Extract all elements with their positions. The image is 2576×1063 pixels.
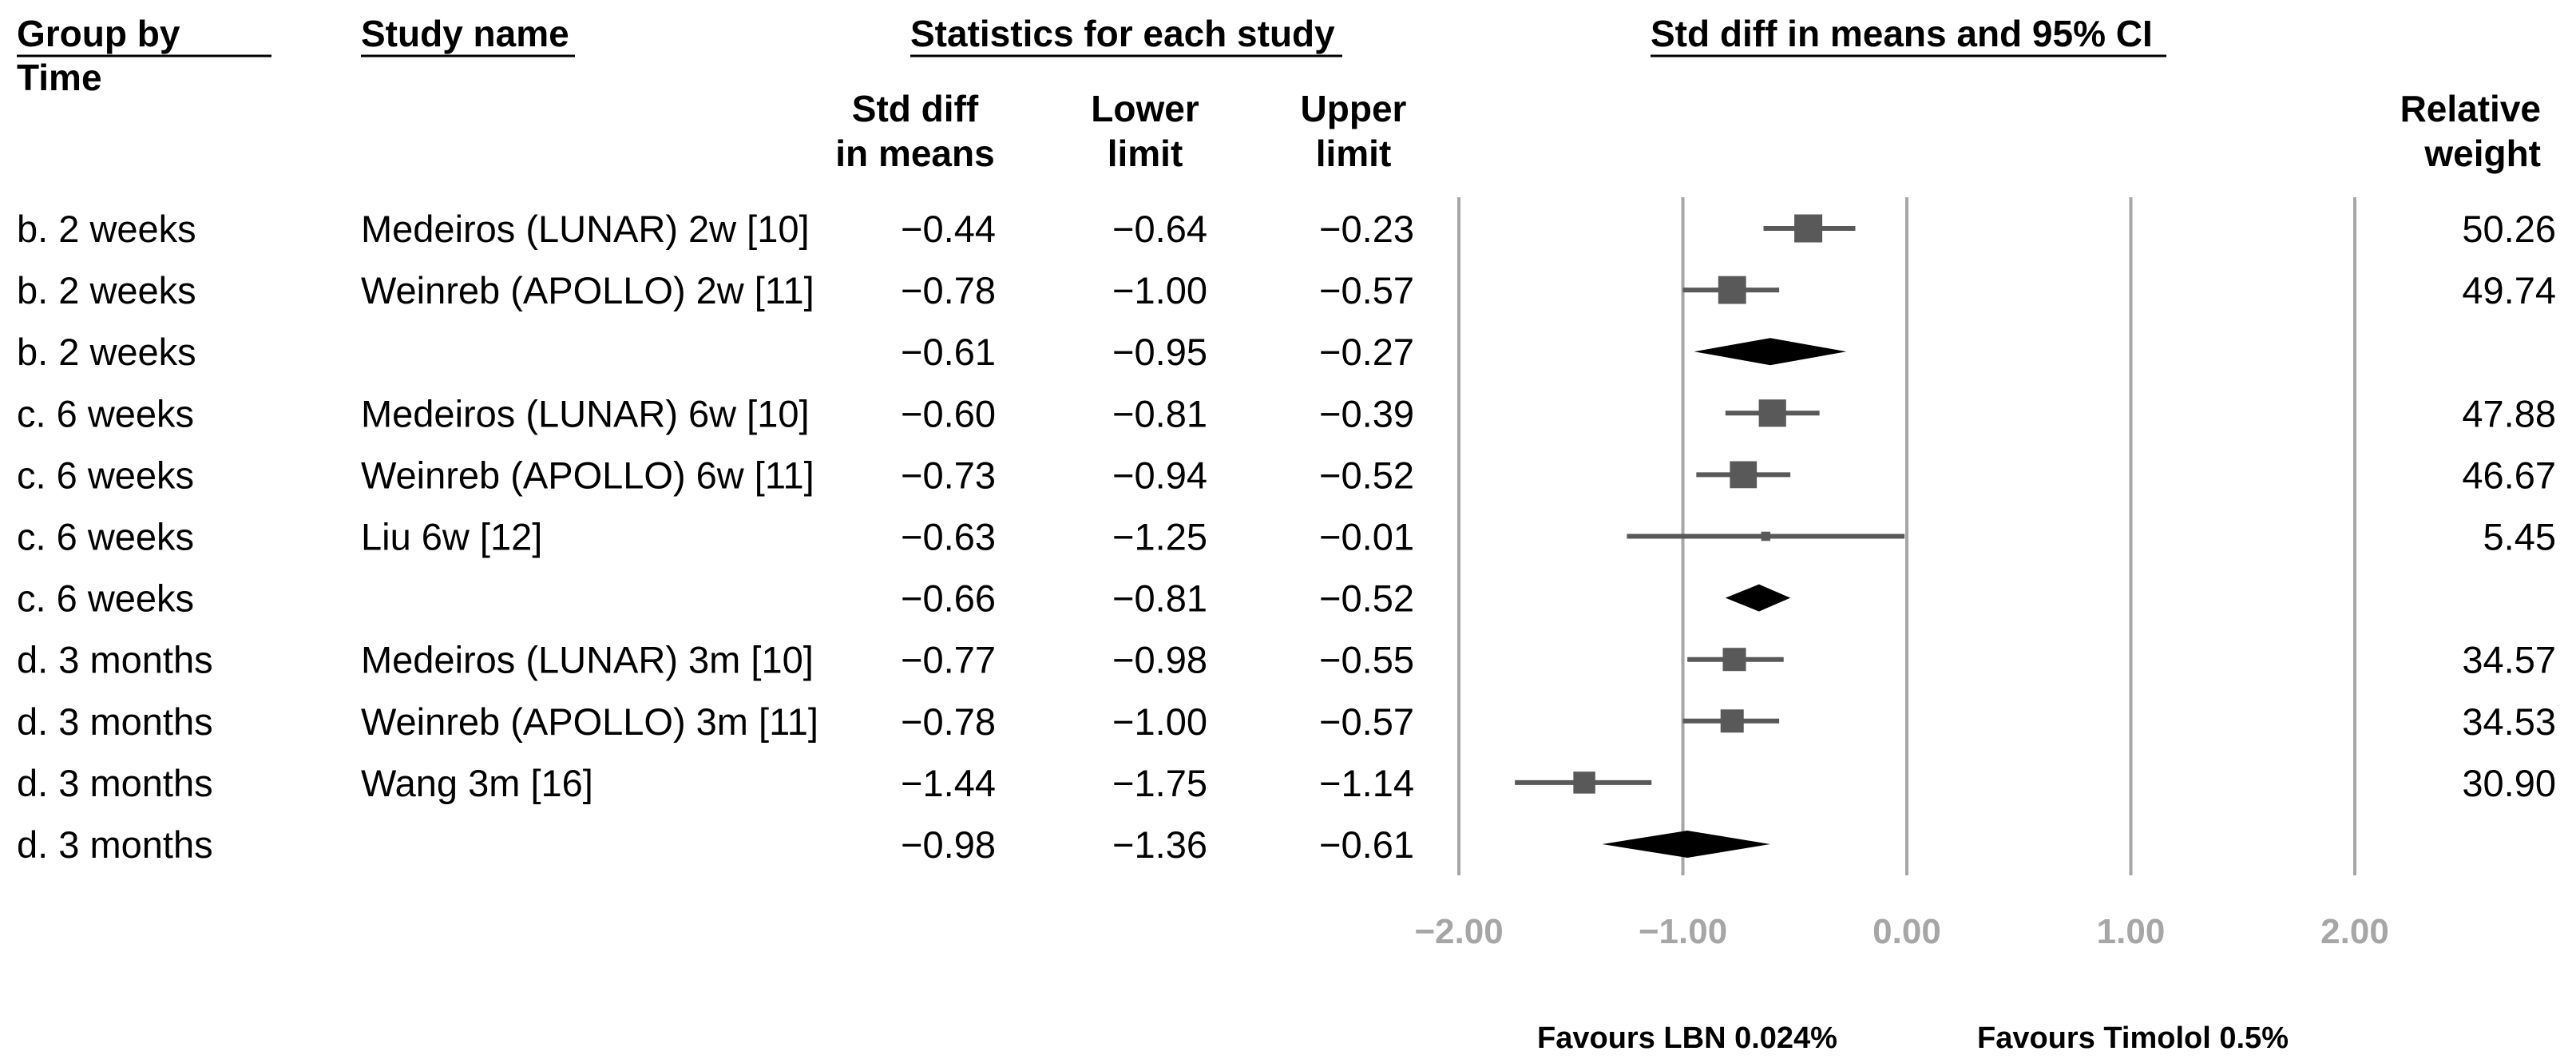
group-label: c. 6 weeks	[17, 577, 194, 620]
upper-limit-header-line1: Upper	[1301, 88, 1407, 129]
study-name: Weinreb (APOLLO) 6w [11]	[361, 454, 814, 496]
lower-limit-value: −0.81	[1112, 392, 1207, 434]
time-header: Time	[17, 57, 102, 98]
lower-limit-value: −0.64	[1112, 208, 1207, 250]
upper-limit-value: −0.01	[1319, 516, 1414, 558]
relative-weight-value: 47.88	[2462, 392, 2556, 434]
group-by-header: Group by	[17, 13, 180, 54]
std-diff-value: −0.60	[901, 392, 996, 434]
x-tick-label: −1.00	[1639, 912, 1727, 951]
std-diff-value: −0.66	[901, 577, 996, 620]
group-label: d. 3 months	[17, 639, 213, 681]
std-diff-value: −0.63	[901, 516, 996, 558]
relative-weight-value: 5.45	[2483, 516, 2556, 558]
study-name: Liu 6w [12]	[361, 516, 542, 558]
upper-limit-value: −0.27	[1319, 331, 1414, 373]
upper-limit-header-line2: limit	[1316, 133, 1392, 174]
effect-square	[1758, 399, 1786, 427]
effect-square	[1761, 531, 1771, 541]
statistics-header: Statistics for each study	[910, 13, 1335, 54]
summary-diamond	[1725, 584, 1791, 612]
std-diff-header-line2: in means	[835, 133, 994, 174]
x-tick-label: 2.00	[2320, 912, 2389, 951]
study-name: Medeiros (LUNAR) 2w [10]	[361, 208, 810, 250]
lower-limit-value: −0.81	[1112, 577, 1207, 620]
lower-limit-header-line1: Lower	[1091, 88, 1199, 129]
group-label: c. 6 weeks	[17, 454, 194, 496]
std-diff-value: −0.78	[901, 700, 996, 743]
relative-weight-header-line1: Relative	[2400, 88, 2541, 129]
upper-limit-value: −0.57	[1319, 269, 1414, 311]
lower-limit-value: −1.75	[1112, 762, 1207, 804]
group-label: c. 6 weeks	[17, 516, 194, 558]
study-name: Weinreb (APOLLO) 2w [11]	[361, 269, 814, 311]
group-label: d. 3 months	[17, 823, 213, 866]
study-name: Medeiros (LUNAR) 3m [10]	[361, 639, 814, 681]
group-label: d. 3 months	[17, 700, 213, 743]
x-tick-label: 0.00	[1873, 912, 1941, 951]
lower-limit-value: −0.94	[1112, 454, 1207, 496]
lower-limit-value: −1.36	[1112, 823, 1207, 866]
effect-square	[1718, 276, 1746, 304]
study-name: Wang 3m [16]	[361, 762, 593, 804]
summary-diamond	[1694, 338, 1847, 366]
std-diff-value: −0.78	[901, 269, 996, 311]
relative-weight-value: 34.57	[2462, 639, 2556, 681]
upper-limit-value: −0.52	[1319, 577, 1414, 620]
effect-marks	[1515, 214, 1905, 858]
x-axis-tick-labels: −2.00 −1.00 0.00 1.00 2.00	[1414, 912, 2388, 951]
effect-square	[1722, 648, 1746, 672]
x-tick-label: −2.00	[1414, 912, 1503, 951]
favours-right-label: Favours Timolol 0.5%	[1977, 1021, 2289, 1055]
relative-weight-value: 46.67	[2462, 454, 2556, 496]
lower-limit-value: −1.25	[1112, 516, 1207, 558]
upper-limit-value: −0.55	[1319, 639, 1414, 681]
effect-square	[1720, 709, 1744, 733]
effect-square	[1794, 214, 1823, 243]
std-diff-value: −0.61	[901, 331, 996, 373]
effect-square	[1573, 771, 1595, 794]
group-label: b. 2 weeks	[17, 331, 196, 373]
upper-limit-value: −0.61	[1319, 823, 1414, 866]
study-name: Weinreb (APOLLO) 3m [11]	[361, 700, 818, 743]
x-tick-label: 1.00	[2097, 912, 2166, 951]
group-label: b. 2 weeks	[17, 269, 196, 311]
lower-limit-value: −0.95	[1112, 331, 1207, 373]
study-rows: b. 2 weeks Medeiros (LUNAR) 2w [10] −0.44 −…	[17, 208, 2556, 866]
summary-diamond	[1602, 831, 1770, 858]
lower-limit-value: −1.00	[1112, 269, 1207, 311]
std-diff-value: −1.44	[901, 762, 996, 804]
upper-limit-value: −0.57	[1319, 700, 1414, 743]
relative-weight-value: 49.74	[2462, 269, 2556, 311]
group-label: b. 2 weeks	[17, 208, 196, 250]
relative-weight-value: 50.26	[2462, 208, 2556, 250]
group-label: d. 3 months	[17, 762, 213, 804]
effect-square	[1730, 461, 1758, 489]
study-name: Medeiros (LUNAR) 6w [10]	[361, 392, 810, 434]
std-diff-value: −0.44	[901, 208, 996, 250]
upper-limit-value: −0.39	[1319, 392, 1414, 434]
upper-limit-value: −1.14	[1319, 762, 1414, 804]
group-label: c. 6 weeks	[17, 392, 194, 434]
relative-weight-value: 34.53	[2462, 700, 2556, 743]
favours-left-label: Favours LBN 0.024%	[1537, 1021, 1837, 1055]
upper-limit-value: −0.23	[1319, 208, 1414, 250]
study-name-header: Study name	[361, 13, 569, 54]
lower-limit-value: −1.00	[1112, 700, 1207, 743]
std-diff-header-line1: Std diff	[852, 88, 979, 129]
lower-limit-value: −0.98	[1112, 639, 1207, 681]
lower-limit-header-line2: limit	[1108, 133, 1183, 174]
plot-title: Std diff in means and 95% CI	[1651, 13, 2153, 54]
relative-weight-value: 30.90	[2462, 762, 2556, 804]
std-diff-value: −0.73	[901, 454, 996, 496]
upper-limit-value: −0.52	[1319, 454, 1414, 496]
std-diff-value: −0.77	[901, 639, 996, 681]
relative-weight-header-line2: weight	[2423, 133, 2541, 174]
std-diff-value: −0.98	[901, 823, 996, 866]
